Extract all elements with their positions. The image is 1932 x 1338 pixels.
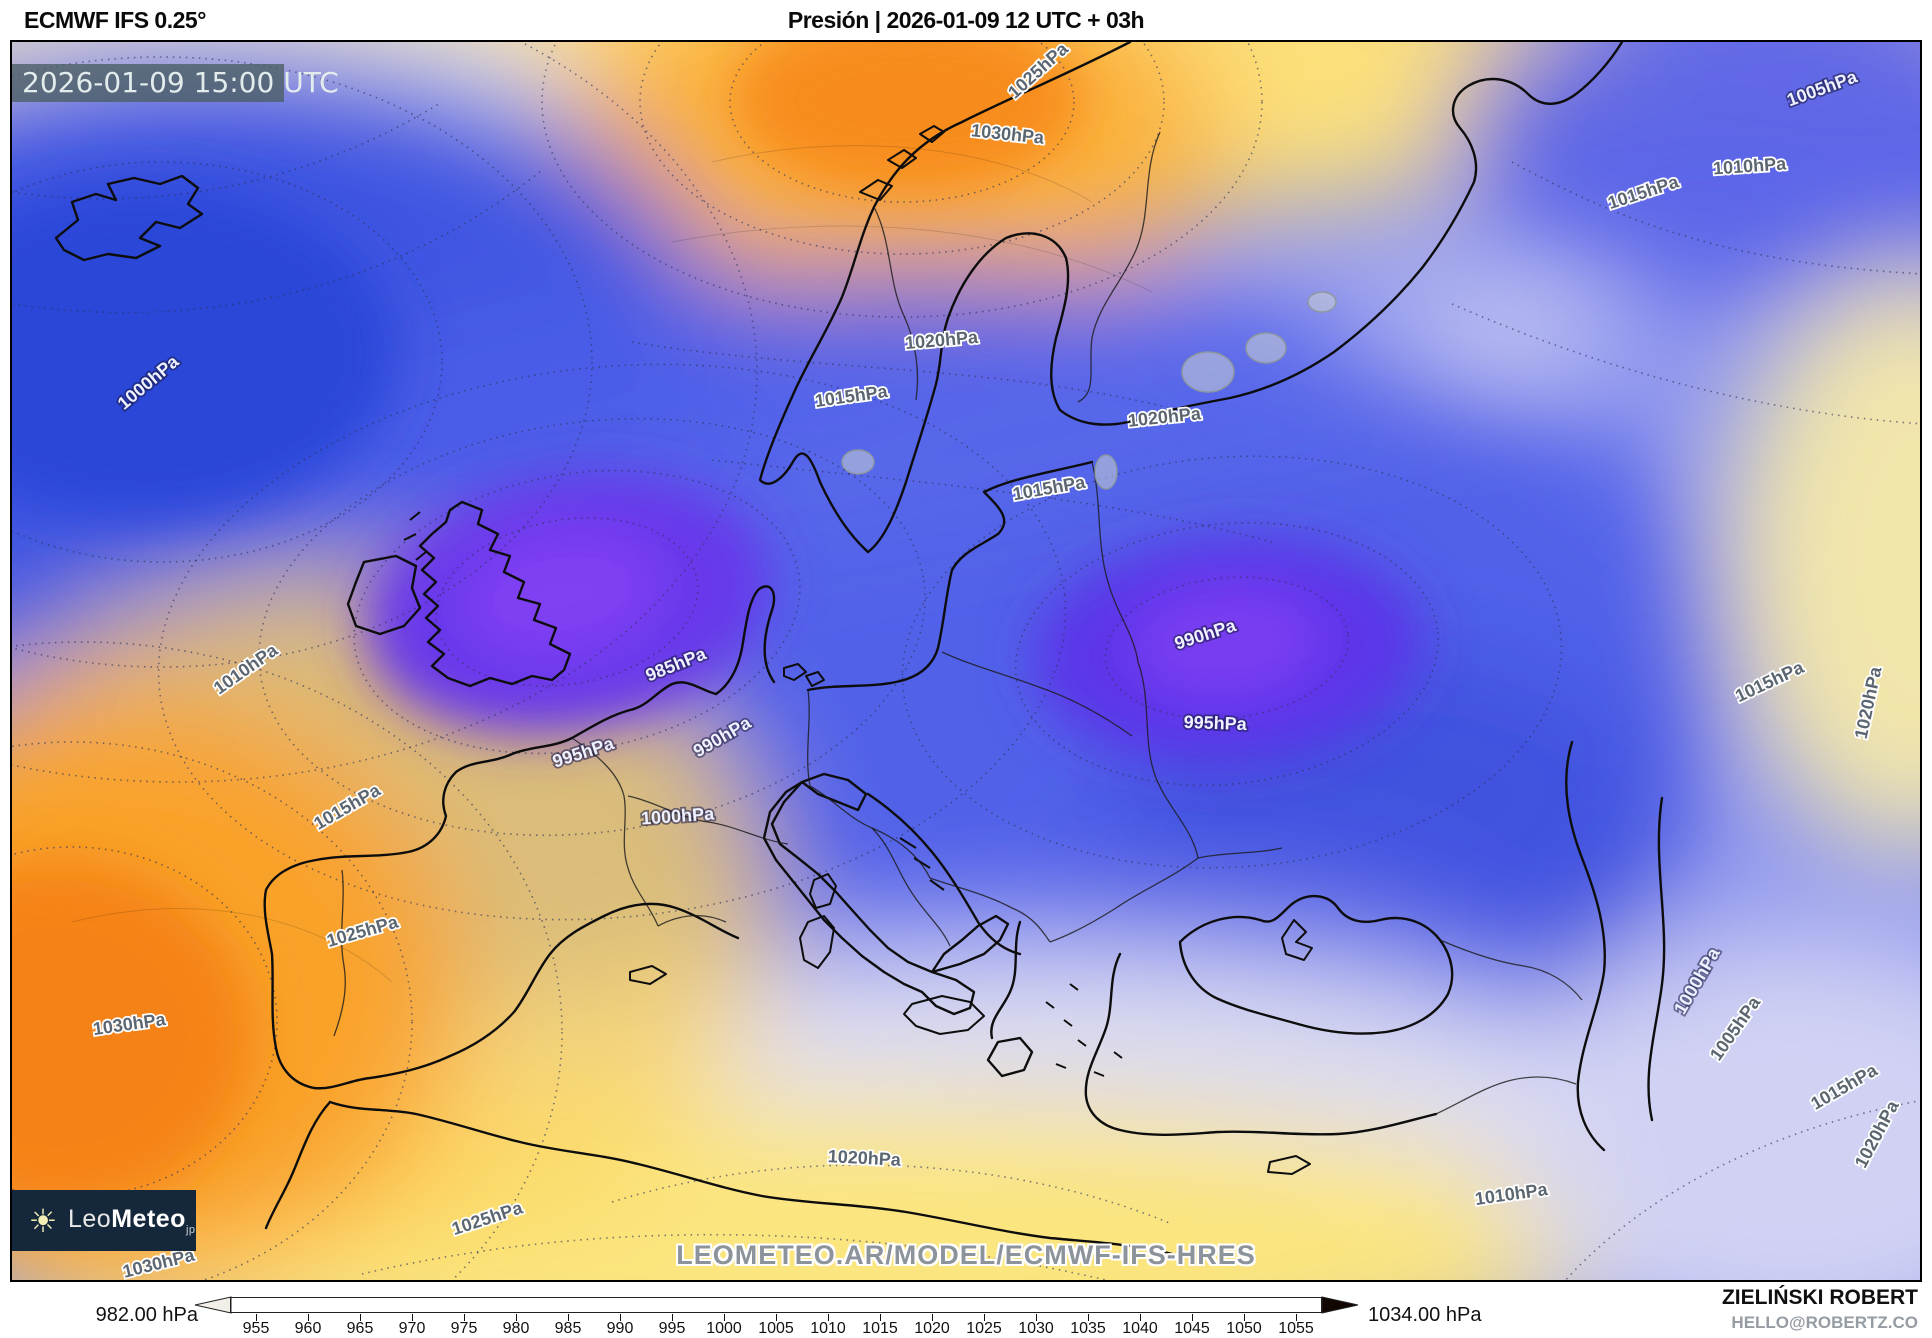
colorbar-tick-mark bbox=[776, 1314, 777, 1321]
colorbar-tick-mark bbox=[932, 1314, 933, 1321]
coast-sardinia bbox=[799, 915, 835, 969]
sun-icon: ☀ bbox=[28, 1202, 58, 1239]
colorbar-tick-label: 1020 bbox=[914, 1320, 950, 1337]
colorbar-tick-label: 1045 bbox=[1174, 1320, 1210, 1337]
colorbar-tick-mark bbox=[360, 1314, 361, 1321]
lakes bbox=[841, 291, 1337, 490]
coast-greece bbox=[990, 920, 1022, 1040]
colorbar-tick-label: 965 bbox=[346, 1320, 374, 1337]
coast-north-africa bbox=[328, 1100, 1174, 1256]
logo-brand-light: Leo bbox=[68, 1205, 112, 1233]
watermark: LEOMETEO.AR/MODEL/ECMWF-IFS-HRES bbox=[676, 1240, 1256, 1270]
coast-crimea bbox=[1281, 919, 1313, 961]
colorbar-right-arrow bbox=[1321, 1296, 1359, 1314]
coast-denmark bbox=[714, 585, 776, 696]
credits: ZIELIŃSKI ROBERT HELLO@ROBERTZ.CO bbox=[1722, 1286, 1918, 1333]
colorbar-tick-mark bbox=[672, 1314, 673, 1321]
colorbar-tick-label: 1015 bbox=[862, 1320, 898, 1337]
map-canvas: 1025hPa1030hPa1005hPa1010hPa1015hPa1000h… bbox=[12, 42, 1920, 1280]
coast-caspian-east bbox=[1647, 796, 1666, 1122]
colorbar-tick-label: 1050 bbox=[1226, 1320, 1262, 1337]
coast-great-britain bbox=[418, 500, 572, 688]
colorbar-tick-mark bbox=[880, 1314, 881, 1321]
colorbar-tick-label: 1010 bbox=[810, 1320, 846, 1337]
colorbar-tick-mark bbox=[1244, 1314, 1245, 1321]
colorbar-tick-label: 990 bbox=[606, 1320, 634, 1337]
isobar-label: 995hPa bbox=[1183, 712, 1248, 734]
logo-brand-bold: Meteo bbox=[111, 1205, 186, 1233]
coast-ireland bbox=[346, 554, 422, 636]
colorbar-tick-label: 985 bbox=[554, 1320, 582, 1337]
pressure-field-core-blobs bbox=[12, 42, 1422, 1212]
coast-scandinavia bbox=[758, 42, 1624, 554]
author-email: HELLO@ROBERTZ.CO bbox=[1731, 1313, 1918, 1332]
coast-turkey-west-south bbox=[1084, 952, 1438, 1136]
country-borders bbox=[333, 131, 1583, 1115]
coast-cyprus bbox=[1267, 1155, 1311, 1175]
colorbar-tick-mark bbox=[412, 1314, 413, 1321]
coast-iceland bbox=[54, 174, 204, 262]
coast-adriatic-east bbox=[866, 792, 1022, 956]
coast-baltic-south bbox=[806, 460, 1094, 692]
coast-italy-heel bbox=[930, 914, 1010, 974]
coastlines bbox=[54, 42, 1666, 1256]
footer-bar: 982.00 hPa 955 960 965 970 975 980 985 990 995 10… bbox=[0, 1282, 1932, 1338]
page-title: Presión | 2026-01-09 12 UTC + 03h bbox=[787, 7, 1145, 33]
colorbar bbox=[230, 1297, 1322, 1313]
colorbar-tick-label: 1030 bbox=[1018, 1320, 1054, 1337]
colorbar-tick-mark bbox=[1036, 1314, 1037, 1321]
coast-black-sea bbox=[1178, 895, 1454, 1035]
coast-sicily bbox=[903, 995, 985, 1035]
colorbar-tick-mark bbox=[828, 1314, 829, 1321]
colorbar-tick-mark bbox=[1140, 1314, 1141, 1321]
colorbar-tick-label: 970 bbox=[398, 1320, 426, 1337]
coast-caspian-west bbox=[1564, 740, 1606, 1152]
isobar-contours bbox=[12, 42, 1920, 1280]
colorbar-tick-label: 1005 bbox=[758, 1320, 794, 1337]
colorbar-tick-label: 960 bbox=[294, 1320, 322, 1337]
colorbar-tick-mark bbox=[620, 1314, 621, 1321]
colorbar-tick-label: 1025 bbox=[966, 1320, 1002, 1337]
colorbar-tick-mark bbox=[568, 1314, 569, 1321]
leometeo-logo-text: LeoMeteojp bbox=[68, 1205, 196, 1236]
colorbar-tick-label: 1035 bbox=[1070, 1320, 1106, 1337]
colorbar-tick-mark bbox=[308, 1314, 309, 1321]
colorbar-tick-label: 1055 bbox=[1278, 1320, 1314, 1337]
colorbar-tick-mark bbox=[724, 1314, 725, 1321]
isobar-label: 1020hPa bbox=[827, 1146, 902, 1170]
leometeo-logo: ☀ LeoMeteojp bbox=[12, 1190, 196, 1251]
pressure-map: 1025hPa 1030hPa 1005hPa 1010hPa 1015hPa 1000h… bbox=[10, 40, 1922, 1282]
colorbar-tick-label: 995 bbox=[658, 1320, 686, 1337]
colorbar-tick-label: 975 bbox=[450, 1320, 478, 1337]
colorbar-tick-mark bbox=[1296, 1314, 1297, 1321]
colorbar-tick-label: 955 bbox=[242, 1320, 270, 1337]
colorbar-left-arrow bbox=[194, 1296, 232, 1314]
coast-north-sea-west-europe bbox=[263, 681, 740, 1090]
colorbar-tick-mark bbox=[1088, 1314, 1089, 1321]
colorbar-tick-mark bbox=[256, 1314, 257, 1321]
valid-time-chip: 2026-01-09 15:00 UTC bbox=[12, 64, 339, 102]
author-name: ZIELIŃSKI ROBERT bbox=[1721, 1286, 1918, 1309]
logo-suffix: jp bbox=[185, 1224, 196, 1236]
header-bar: ECMWF IFS 0.25° Presión | 2026-01-09 12 … bbox=[0, 0, 1932, 40]
colorbar-tick-mark bbox=[1192, 1314, 1193, 1321]
colorbar-tick-label: 1000 bbox=[706, 1320, 742, 1337]
colorbar-tick-label: 980 bbox=[502, 1320, 530, 1337]
coast-corsica bbox=[809, 873, 837, 909]
colorbar-tick-mark bbox=[464, 1314, 465, 1321]
colorbar-tick-mark bbox=[516, 1314, 517, 1321]
coast-morocco-west bbox=[264, 1100, 332, 1230]
colorbar-tick-label: 1040 bbox=[1122, 1320, 1158, 1337]
model-name: ECMWF IFS 0.25° bbox=[24, 7, 206, 33]
colorbar-min-label: 982.00 hPa bbox=[95, 1304, 198, 1326]
colorbar-tick-mark bbox=[984, 1314, 985, 1321]
colorbar-max-label: 1034.00 hPa bbox=[1368, 1304, 1482, 1326]
coast-peloponnese bbox=[986, 1036, 1034, 1078]
fine-contours bbox=[71, 145, 1153, 983]
